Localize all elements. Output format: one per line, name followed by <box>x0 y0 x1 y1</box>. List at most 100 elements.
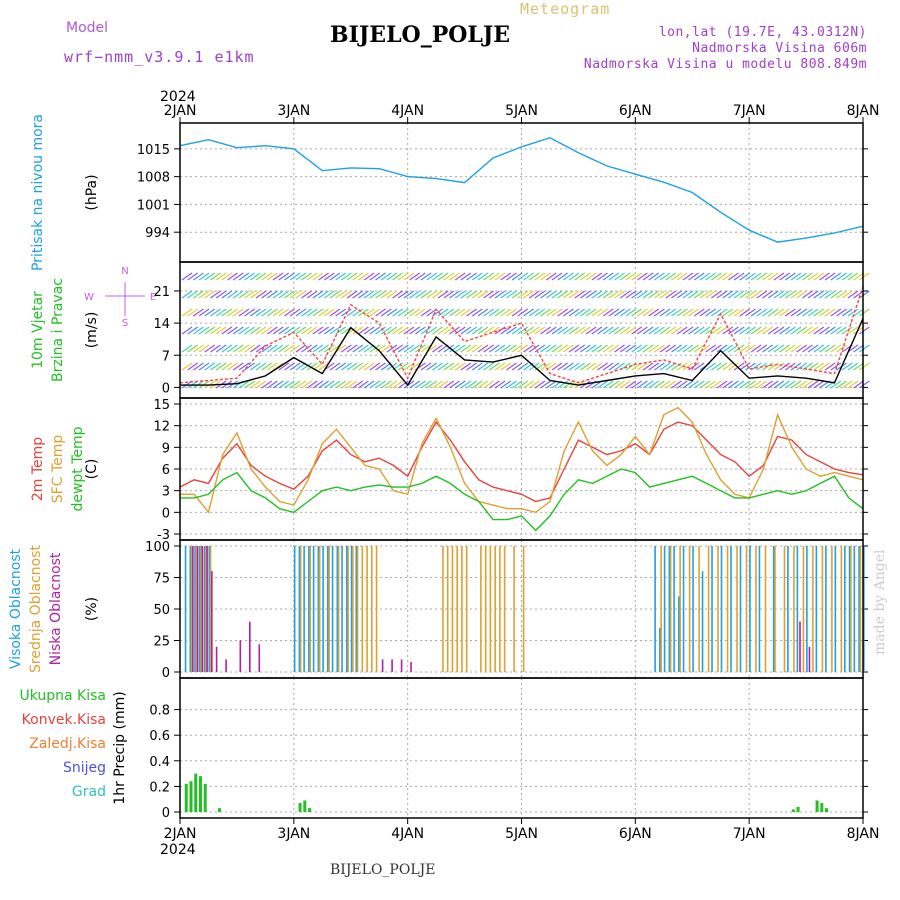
wind-barb <box>454 272 466 281</box>
wind-barb <box>858 362 870 371</box>
wind-barb <box>460 308 472 317</box>
elevation-label: Nadmorska Visina 606m <box>692 41 867 56</box>
wind-barb <box>665 326 677 335</box>
wind-barb <box>562 362 574 371</box>
wind-barb <box>762 344 773 353</box>
wind-barb <box>278 380 290 389</box>
y-tick-label: 994 <box>145 226 170 241</box>
wind-barb <box>836 326 847 335</box>
wind-barb <box>471 344 483 353</box>
wind-barb <box>659 380 671 389</box>
wind-barb <box>278 308 290 317</box>
wind-barb <box>762 326 773 335</box>
bar <box>758 546 761 672</box>
wind-barb <box>534 344 546 353</box>
wind-barb <box>568 362 580 371</box>
y-tick-label: 0 <box>162 381 170 396</box>
wind-barb <box>215 362 227 371</box>
wind-barb <box>824 344 836 353</box>
wind-barb <box>466 380 477 389</box>
year-label-top: 2024 <box>160 89 196 105</box>
wind-barb <box>853 344 864 353</box>
wind-barb <box>745 290 756 299</box>
wind-barb <box>449 290 460 299</box>
wind-barb <box>409 272 421 281</box>
wind-barb <box>238 380 250 389</box>
wind-barb <box>796 308 808 317</box>
wind-barb <box>278 290 290 299</box>
wind-barb <box>500 380 512 389</box>
wind-barb <box>693 326 705 335</box>
y-tick-label: 3 <box>162 485 170 500</box>
wind-barb <box>397 380 409 389</box>
date-label-bottom: 4JAN <box>391 826 424 842</box>
wind-barb <box>363 272 375 281</box>
wind-barb <box>591 344 603 353</box>
wind-barb <box>762 290 773 299</box>
wind-barb <box>676 290 688 299</box>
wind-barb <box>608 344 620 353</box>
wind-barb <box>847 308 859 317</box>
wind-barb <box>375 362 386 371</box>
date-label-bottom: 2JAN <box>164 826 197 842</box>
wind-barb <box>671 290 682 299</box>
date-label-top: 4JAN <box>391 103 424 119</box>
wind-barb <box>500 272 512 281</box>
panel-ylabel: Brzina i Pravac <box>50 278 66 382</box>
bar <box>201 546 204 672</box>
bar <box>446 546 449 672</box>
wind-barb <box>426 308 438 317</box>
wind-barb <box>574 272 586 281</box>
wind-barb <box>830 272 842 281</box>
wind-barb <box>608 290 620 299</box>
bar <box>299 546 302 672</box>
wind-barb <box>244 326 255 335</box>
wind-barb <box>562 344 574 353</box>
wind-barb <box>705 290 716 299</box>
wind-barb <box>739 344 751 353</box>
wind-barb <box>802 362 813 371</box>
wind-barb <box>597 344 608 353</box>
wind-barb <box>489 272 500 281</box>
wind-barb <box>397 326 409 335</box>
wind-barb <box>671 308 682 317</box>
wind-barb <box>705 380 716 389</box>
wind-barb <box>215 308 227 317</box>
series-line-speed <box>180 318 864 387</box>
wind-barb <box>181 362 193 371</box>
wind-barb <box>318 326 329 335</box>
bar <box>663 546 666 672</box>
wind-barb <box>836 272 847 281</box>
wind-barb <box>369 290 381 299</box>
wind-barb <box>608 272 620 281</box>
wind-barb <box>796 290 808 299</box>
wind-barb <box>267 362 278 371</box>
bar <box>198 546 201 672</box>
wind-barb <box>540 362 551 371</box>
wind-barb <box>830 290 842 299</box>
wind-barb <box>369 362 381 371</box>
wind-barb <box>193 290 204 299</box>
wind-barb <box>551 290 563 299</box>
wind-barb <box>659 290 671 299</box>
wind-barb <box>198 344 210 353</box>
wind-barb <box>642 326 654 335</box>
precip-legend-item: Grad <box>72 784 106 800</box>
y-tick-label: 14 <box>153 317 170 332</box>
panel-temperature: -3 0 3 6 9 12 15 (C) <box>84 397 868 543</box>
wind-barb <box>705 362 716 371</box>
wind-barb <box>779 290 790 299</box>
wind-barb <box>790 308 802 317</box>
wind-barb <box>232 290 244 299</box>
wind-barb <box>506 272 517 281</box>
wind-barb <box>415 308 426 317</box>
wind-barb <box>654 308 665 317</box>
wind-barb <box>853 326 864 335</box>
bar <box>808 646 811 672</box>
wind-barb <box>193 362 204 371</box>
wind-barb <box>648 272 660 281</box>
wind-barb <box>375 272 386 281</box>
wind-barb <box>602 272 614 281</box>
wind-barb <box>580 272 591 281</box>
wind-barb <box>312 326 324 335</box>
